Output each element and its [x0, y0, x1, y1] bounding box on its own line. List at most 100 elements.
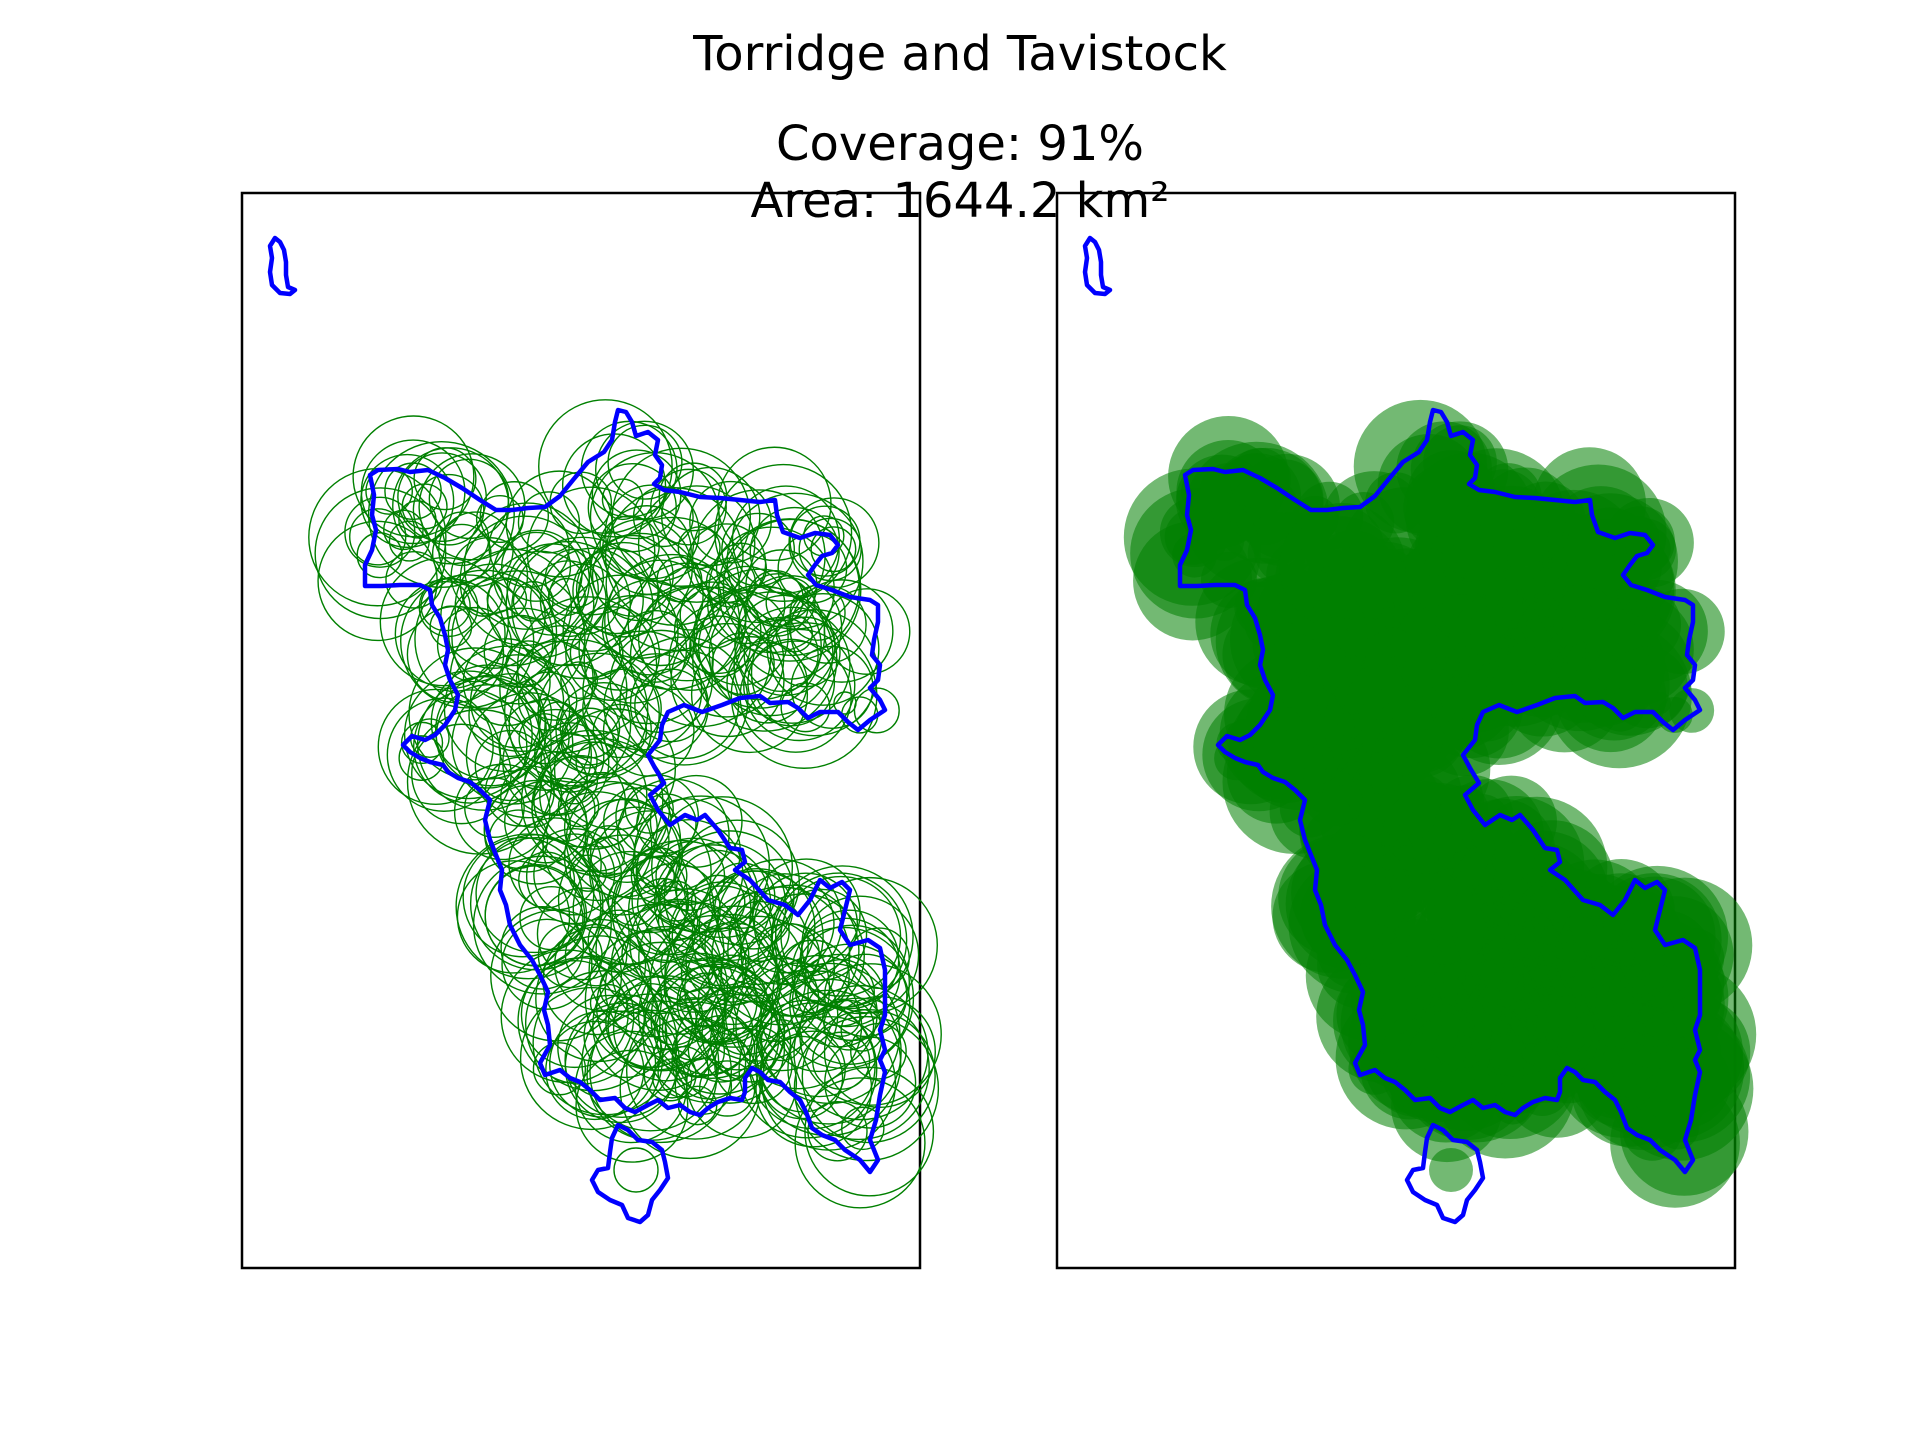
coverage-circles-filled	[1123, 399, 1757, 1208]
coverage-circle	[671, 1024, 747, 1100]
coverage-circle	[1544, 901, 1605, 962]
coverage-circle	[501, 918, 593, 1010]
figure-subtitle: Coverage: 91% Area: 1644.2 km²	[0, 116, 1920, 230]
coverage-circle	[453, 763, 551, 861]
coverage-circle	[589, 1000, 733, 1144]
coverage-circle	[394, 578, 506, 690]
coverage-circle	[531, 737, 671, 877]
coverage-circle	[611, 447, 752, 587]
coverage-circle	[1193, 689, 1309, 805]
coverage-circle	[525, 827, 623, 925]
coverage-circle	[650, 468, 727, 546]
coverage-circle	[679, 581, 747, 649]
coverage-circle	[751, 858, 861, 968]
coverage-circle	[685, 913, 778, 1006]
coverage-circle	[1429, 1148, 1473, 1192]
coverage-circle	[512, 580, 554, 622]
map-panel-filled	[1055, 191, 1757, 1270]
coverage-circle	[1513, 585, 1637, 709]
coverage-circle	[699, 1060, 756, 1117]
constituency-boundary-right	[1177, 407, 1703, 1225]
coverage-circle	[538, 399, 673, 534]
coverage-circle	[462, 576, 503, 617]
coverage-circle	[601, 478, 644, 521]
coverage-circle	[490, 909, 623, 1042]
constituency-boundary-left	[362, 407, 888, 1225]
coverage-circle	[613, 1147, 659, 1193]
coverage-circle	[587, 462, 677, 553]
coverage-circle	[642, 965, 780, 1104]
coverage-circle	[787, 997, 930, 1141]
coverage-circle	[607, 982, 693, 1069]
coverage-circle	[1526, 986, 1595, 1055]
coverage-circle	[833, 691, 857, 715]
coverage-circle	[607, 424, 683, 500]
coverage-circle	[717, 446, 832, 562]
coverage-circle	[619, 636, 749, 766]
coverage-circle	[1656, 1009, 1698, 1052]
coverage-circle	[706, 1037, 751, 1082]
coverage-circle	[475, 495, 524, 544]
coverage-circle	[557, 834, 689, 966]
coverage-circle	[400, 574, 535, 709]
coverage-circle	[624, 784, 674, 834]
coverage-circle	[589, 983, 628, 1022]
coverage-circle	[520, 960, 629, 1069]
coverage-circle	[540, 732, 598, 790]
coverage-circle	[500, 905, 585, 990]
coverage-circle	[840, 1106, 885, 1151]
coverage-circle	[692, 586, 838, 732]
coverage-circle	[1617, 1009, 1751, 1143]
coverage-circle	[557, 785, 600, 828]
coverage-circle	[711, 631, 775, 696]
coverage-circle	[602, 684, 695, 777]
coverage-circle	[848, 927, 910, 990]
coverage-circle	[759, 1035, 844, 1120]
coverage-circle	[384, 462, 442, 521]
coverage-circle	[578, 594, 688, 704]
coverage-circle	[733, 606, 851, 724]
coverage-circle	[655, 880, 697, 922]
coverage-circle	[780, 875, 902, 997]
coverage-circle	[707, 954, 756, 1003]
coverage-circle	[574, 1030, 688, 1144]
coverage-circle	[1164, 508, 1221, 565]
coverage-circle	[616, 778, 730, 892]
coverage-circle	[1356, 733, 1412, 789]
coverage-circle	[484, 756, 555, 827]
coverage-circle	[1228, 474, 1299, 545]
coverage-circle	[1393, 533, 1519, 659]
coverage-circle	[401, 483, 448, 530]
coverage-circle	[408, 647, 542, 781]
coverage-circle	[1649, 692, 1671, 714]
coverage-circle	[619, 1017, 761, 1160]
coverage-circle	[717, 518, 862, 662]
coverage-circle	[447, 577, 558, 687]
coverage-circle	[505, 540, 631, 667]
coverage-circle	[1473, 900, 1513, 941]
coverage-circle	[715, 542, 768, 594]
coverage-circle	[737, 574, 843, 680]
coverage-circle	[1278, 638, 1366, 726]
coverage-circle	[462, 638, 551, 727]
coverage-circle	[850, 1022, 907, 1080]
coverage-circle	[592, 959, 724, 1091]
coverage-circle	[518, 851, 576, 909]
coverage-circle	[731, 485, 841, 594]
coverage-circle	[456, 860, 571, 974]
coverage-circle	[577, 532, 704, 659]
coverage-circle	[349, 508, 407, 566]
coverage-circle	[451, 682, 574, 805]
coverage-circle	[529, 560, 607, 638]
coverage-circle	[542, 791, 653, 902]
map-panel-outline	[240, 191, 942, 1270]
coverage-circle	[575, 541, 672, 638]
coverage-circle	[464, 777, 525, 839]
coverage-circle	[810, 526, 857, 573]
coverage-circles-outline	[308, 399, 942, 1209]
coverage-circle	[824, 1036, 917, 1129]
coverage-circle	[1595, 876, 1716, 997]
coverage-circle	[1291, 834, 1409, 953]
island-boundary-left	[267, 235, 298, 297]
coverage-circle	[536, 887, 630, 981]
